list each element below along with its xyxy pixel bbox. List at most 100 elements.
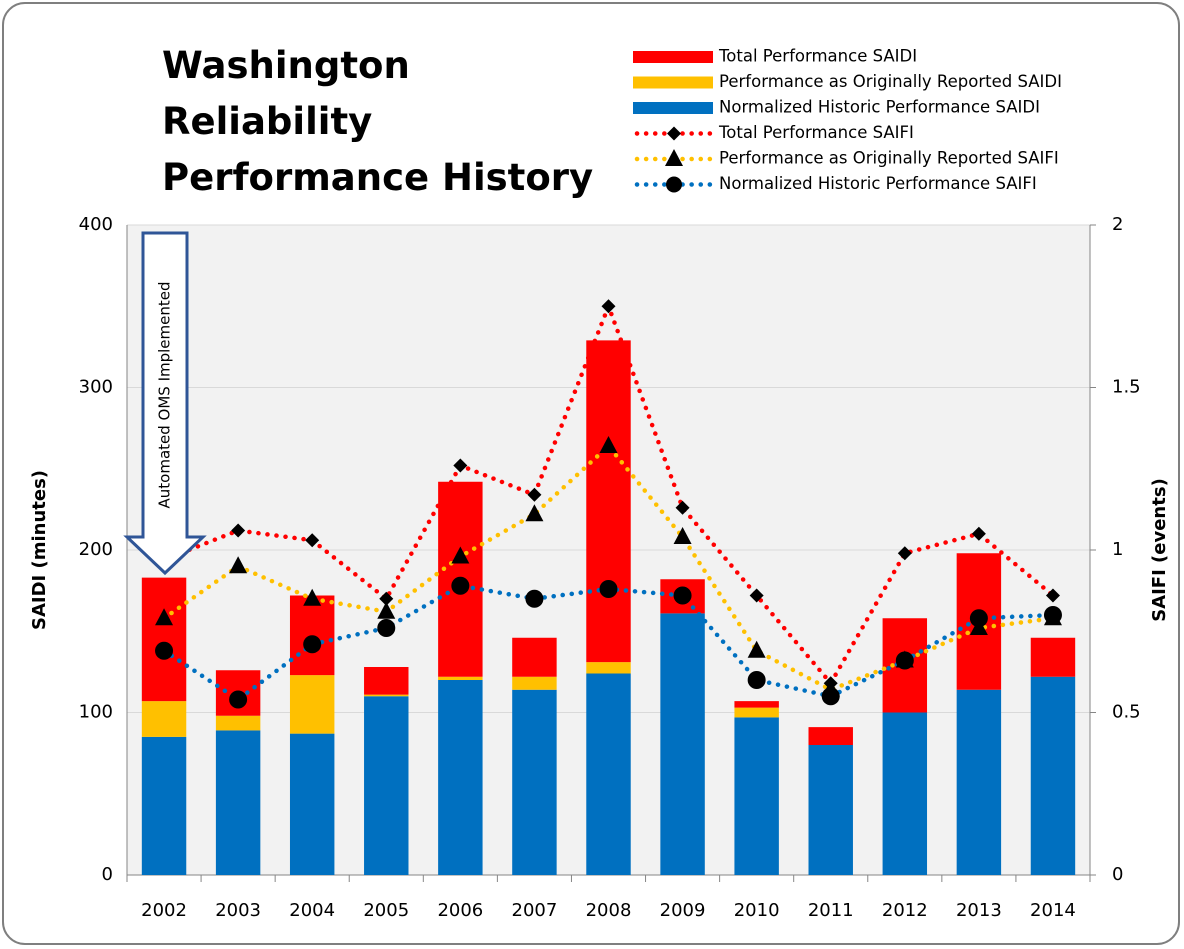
x-tick-label: 2003 — [215, 900, 261, 921]
legend-label: Performance as Originally Reported SAIFI — [719, 149, 1059, 168]
marker-diamond — [667, 126, 681, 141]
y2-tick-label: 0.5 — [1112, 702, 1141, 723]
bar-segment — [586, 673, 631, 875]
y2-tick-label: 1.5 — [1112, 377, 1141, 398]
y-tick-label: 100 — [79, 702, 113, 723]
bar-segment — [586, 340, 631, 663]
marker-diamond — [453, 458, 468, 473]
bar-segment — [438, 680, 483, 875]
bar-segment — [289, 733, 335, 875]
marker-diamond — [897, 546, 912, 561]
chart-title: Washington Reliability Performance Histo… — [162, 44, 594, 199]
bar-segment — [660, 613, 705, 875]
marker-triangle — [599, 436, 618, 453]
bar-segment — [734, 717, 779, 875]
marker-circle — [525, 589, 544, 608]
bar-segment — [512, 676, 557, 690]
x-tick-label: 2010 — [734, 900, 780, 921]
bar-segment — [141, 701, 187, 737]
marker-triangle — [155, 608, 174, 626]
x-tick-label: 2006 — [437, 900, 483, 921]
marker-circle — [747, 671, 766, 689]
marker-triangle — [377, 601, 396, 619]
marker-circle — [969, 609, 988, 628]
legend-label: Performance as Originally Reported SAIDI — [719, 72, 1062, 91]
legend-swatch — [633, 76, 713, 89]
bar-segment — [141, 577, 187, 702]
marker-diamond — [749, 588, 764, 603]
x-tick-label: 2007 — [512, 900, 558, 921]
marker-triangle — [451, 546, 470, 564]
bar-segment — [808, 745, 853, 875]
annotation: Automated OMS Implemented — [156, 282, 174, 509]
marker-circle — [377, 619, 396, 637]
marker-diamond — [675, 500, 690, 515]
marker-diamond — [379, 591, 394, 606]
bar-segment — [364, 694, 409, 697]
bar-segment — [289, 675, 335, 734]
legend-swatch — [633, 51, 713, 63]
bar-segment — [1030, 676, 1076, 875]
marker-triangle — [229, 556, 248, 574]
marker-circle — [303, 635, 322, 654]
y-tick-label: 200 — [79, 539, 113, 560]
bar-segment — [512, 689, 557, 875]
bar-segment — [215, 715, 261, 731]
annotation-arrow — [123, 231, 207, 576]
y-tick-label: 400 — [79, 214, 113, 235]
x-tick-label: 2004 — [289, 900, 335, 921]
legend-label: Normalized Historic Performance SAIFI — [719, 174, 1037, 193]
marker-diamond — [231, 523, 246, 538]
marker-circle — [895, 651, 914, 670]
x-tick-label: 2011 — [808, 900, 854, 921]
bar-segment — [141, 736, 187, 875]
x-tick-label: 2005 — [363, 900, 409, 921]
marker-circle — [1043, 606, 1062, 624]
legend-label: Total Performance SAIDI — [718, 47, 917, 66]
y-axis-label: SAIDI (minutes) — [29, 470, 50, 630]
bar-segment — [882, 712, 928, 875]
x-tick-label: 2002 — [141, 900, 187, 921]
marker-circle — [155, 641, 174, 660]
x-tick-label: 2014 — [1030, 900, 1076, 921]
marker-triangle — [303, 588, 322, 606]
x-tick-label: 2012 — [882, 900, 928, 921]
marker-circle — [451, 576, 470, 595]
marker-triangle — [525, 504, 544, 522]
marker-diamond — [305, 533, 320, 548]
marker-circle — [229, 690, 248, 709]
marker-circle — [673, 586, 692, 605]
marker-diamond — [527, 487, 542, 502]
bar-segment — [734, 701, 779, 708]
x-tick-label: 2013 — [956, 900, 1002, 921]
marker-circle — [666, 176, 682, 193]
marker-triangle — [665, 149, 683, 166]
bar-segment — [956, 689, 1002, 875]
legend-label: Total Performance SAIFI — [718, 123, 914, 142]
y2-tick-label: 0 — [1112, 864, 1123, 885]
bar-segment — [364, 667, 409, 695]
bar-segment — [512, 637, 557, 677]
y2-tick-label: 1 — [1112, 539, 1123, 560]
y-tick-label: 300 — [79, 377, 113, 398]
x-tick-label: 2008 — [586, 900, 632, 921]
marker-circle — [821, 687, 840, 706]
legend-label: Normalized Historic Performance SAIDI — [719, 98, 1040, 117]
y-tick-label: 0 — [102, 864, 113, 885]
bar-segment — [734, 707, 779, 718]
marker-triangle — [747, 640, 766, 658]
marker-circle — [599, 580, 618, 598]
bar-segment — [438, 676, 483, 680]
marker-triangle — [673, 527, 692, 544]
bar-segment — [364, 696, 409, 875]
y2-tick-label: 2 — [1112, 214, 1123, 235]
marker-diamond — [1045, 588, 1060, 603]
y2-axis-label: SAIFI (events) — [1149, 478, 1170, 622]
bar-segment — [586, 662, 631, 674]
x-tick-label: 2009 — [660, 900, 706, 921]
bar-segment — [215, 730, 261, 875]
marker-diamond — [971, 526, 986, 541]
marker-diamond — [601, 299, 616, 314]
